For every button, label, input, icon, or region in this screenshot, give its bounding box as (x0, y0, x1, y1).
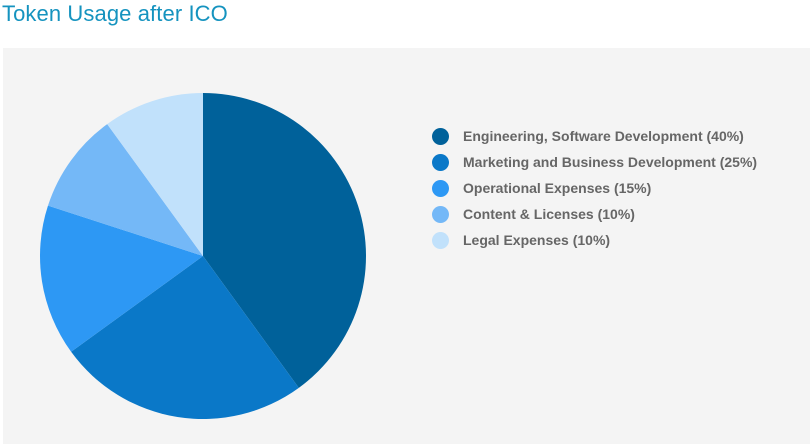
pie-slice-content-licenses (47, 124, 204, 257)
legend-swatch-legal-expenses (432, 231, 449, 249)
pie-slice-engineering-software-development (203, 93, 366, 388)
legend-item-legal-expenses: Legal Expenses (10%) (432, 227, 802, 253)
legend-label-engineering-software-development: Engineering, Software Development (40%) (463, 128, 744, 144)
legend-label-content-licenses: Content & Licenses (10%) (463, 206, 635, 222)
legend-item-marketing-business-development: Marketing and Business Development (25%) (432, 149, 802, 175)
pie-slice-operational-expenses (39, 205, 203, 352)
legend-item-engineering-software-development: Engineering, Software Development (40%) (432, 123, 802, 149)
legend-item-operational-expenses: Operational Expenses (15%) (432, 175, 802, 201)
pie-chart (39, 93, 366, 419)
legend-label-marketing-business-development: Marketing and Business Development (25%) (463, 154, 758, 170)
legend-label-legal-expenses: Legal Expenses (10%) (463, 232, 611, 248)
legend-swatch-content-licenses (432, 205, 449, 223)
pie-slice-marketing-and-business-development (71, 256, 299, 419)
legend-swatch-operational-expenses (432, 179, 449, 197)
legend-item-content-licenses: Content & Licenses (10%) (432, 201, 802, 227)
legend-swatch-marketing-business-development (432, 153, 449, 171)
chart-panel: Engineering, Software Development (40%) … (3, 48, 810, 444)
legend-swatch-engineering-software-development (432, 127, 449, 145)
legend-label-operational-expenses: Operational Expenses (15%) (463, 180, 652, 196)
page-title: Token Usage after ICO (2, 1, 228, 26)
chart-legend: Engineering, Software Development (40%) … (432, 123, 802, 253)
pie-slice-legal-expenses (107, 93, 203, 256)
